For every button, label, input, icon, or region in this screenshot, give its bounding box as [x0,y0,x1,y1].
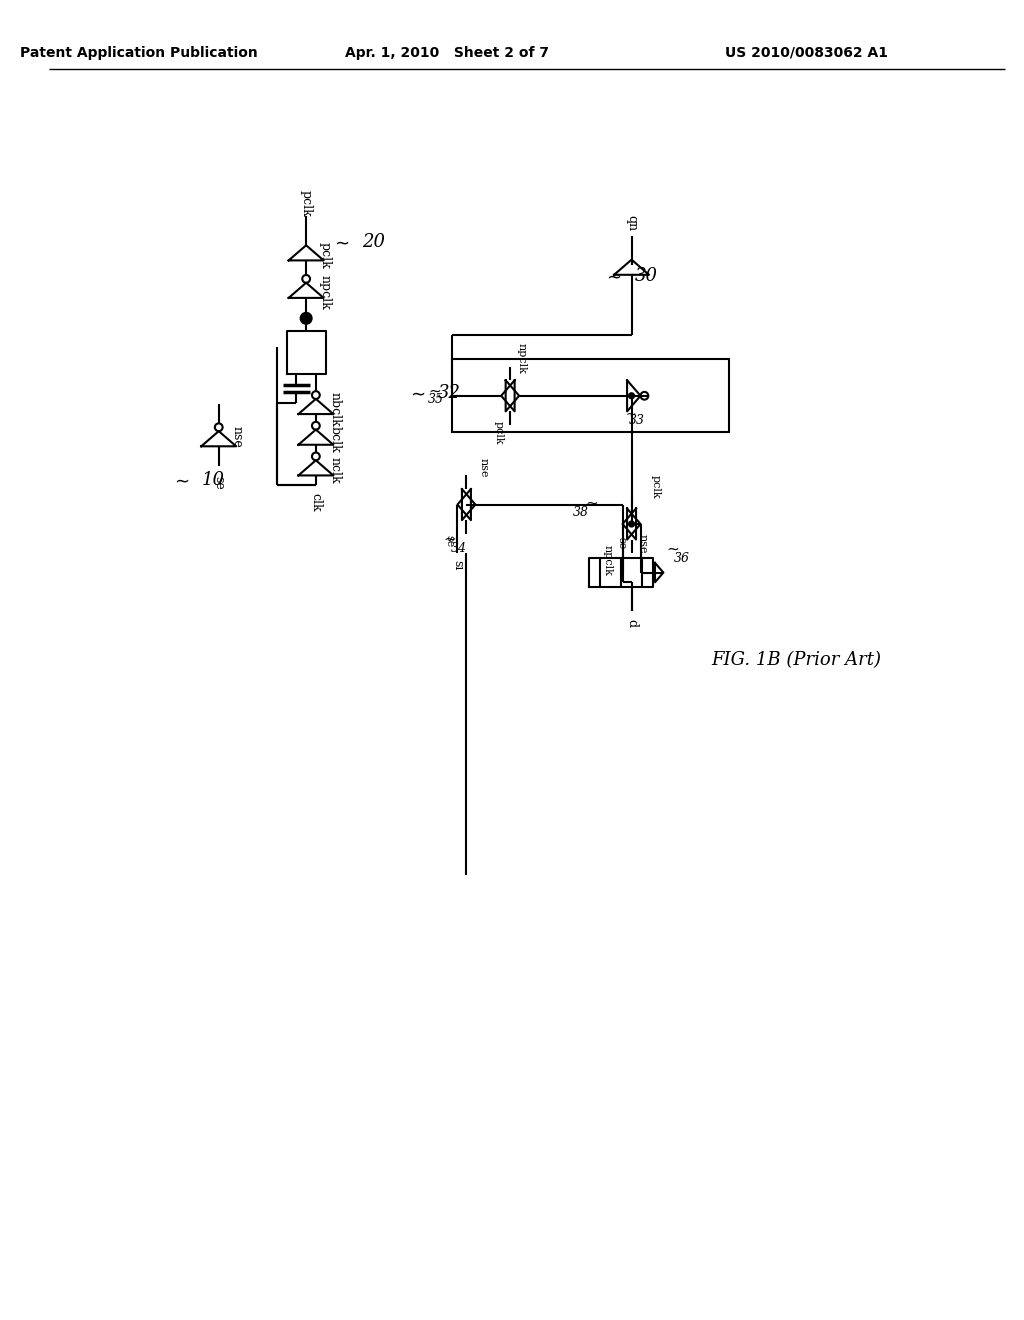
Text: se: se [444,536,454,548]
Text: US 2010/0083062 A1: US 2010/0083062 A1 [725,46,888,59]
Text: $\sim$: $\sim$ [171,471,189,490]
Text: nse: nse [230,425,244,447]
Circle shape [629,521,635,527]
Text: $\sim$: $\sim$ [583,495,599,510]
Circle shape [629,393,635,399]
Text: npclk: npclk [602,545,612,577]
Text: si: si [451,560,464,570]
Text: 10: 10 [202,471,225,490]
Text: npclk: npclk [517,343,526,375]
Text: 32: 32 [438,384,461,401]
Text: se: se [615,537,626,549]
Text: pclk: pclk [494,421,504,445]
Text: se: se [212,477,225,490]
Text: nse: nse [637,533,647,553]
Text: pclk: pclk [300,190,312,216]
Bar [452,359,729,432]
Circle shape [300,313,312,325]
Text: 30: 30 [635,268,657,285]
Text: nbclk: nbclk [329,392,341,426]
Text: $\sim$: $\sim$ [603,268,622,285]
Text: $\sim$: $\sim$ [331,234,350,251]
Text: nclk: nclk [329,457,341,483]
Text: 38: 38 [573,506,589,519]
Text: 20: 20 [362,234,385,251]
Text: qn: qn [625,215,638,231]
Text: clk: clk [309,494,323,512]
Text: pclk: pclk [651,475,660,499]
Text: bclk: bclk [329,426,341,453]
Text: 36: 36 [674,552,690,565]
Text: Patent Application Publication: Patent Application Publication [20,46,258,59]
Text: $\sim$: $\sim$ [407,384,426,401]
Text: pclk: pclk [318,242,332,269]
Text: nse: nse [479,458,488,478]
Text: $\sim$: $\sim$ [441,532,457,545]
Text: npclk: npclk [318,276,332,310]
Text: 34: 34 [451,541,467,554]
Text: $\sim$: $\sim$ [426,384,442,397]
Text: 33: 33 [629,413,644,426]
Text: $\sim$: $\sim$ [623,407,636,420]
Text: Apr. 1, 2010   Sheet 2 of 7: Apr. 1, 2010 Sheet 2 of 7 [345,46,549,59]
Text: 35: 35 [428,393,444,407]
Text: $\sim$: $\sim$ [665,541,680,556]
Text: d: d [625,619,638,627]
Text: FIG. 1B (Prior Art): FIG. 1B (Prior Art) [712,651,882,669]
